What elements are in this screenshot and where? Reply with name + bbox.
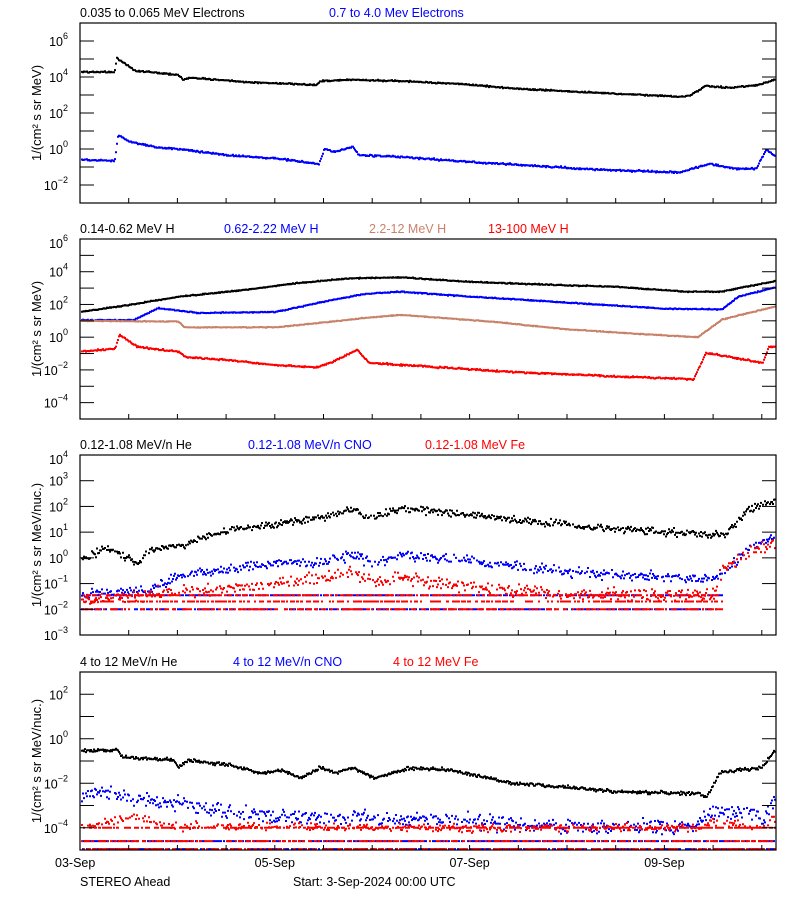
legend-label: 0.62-2.22 MeV H <box>224 222 319 236</box>
y-tick-label: 100 <box>49 729 68 747</box>
legend-label: 4 to 12 MeV Fe <box>393 655 479 669</box>
x-tick-label: 07-Sep <box>449 856 489 870</box>
y-tick-label: 100 <box>49 548 68 566</box>
y-axis-label: 1/(cm² s sr MeV/nuc.) <box>29 699 44 823</box>
y-tick-label: 10−3 <box>44 625 68 643</box>
series-points-1 <box>81 747 776 798</box>
y-tick-label: 10−2 <box>44 773 68 791</box>
y-tick-label: 10−2 <box>44 599 68 617</box>
y-tick-label: 10−1 <box>44 574 68 592</box>
y-axis-label: 1/(cm² s sr MeV) <box>29 65 44 161</box>
plot-frame <box>79 454 777 636</box>
x-axis-labels: 03-Sep 05-Sep 07-Sep 09-Sep <box>55 856 685 870</box>
panel-2: 0.14-0.62 MeV H 0.62-2.22 MeV H 2.2-12 MeV… <box>29 222 777 420</box>
y-tick-label: 101 <box>49 522 68 540</box>
series-points-2 <box>81 785 776 836</box>
y-tick-label: 106 <box>49 31 68 49</box>
plot-frame <box>79 22 777 204</box>
y-tick-label: 106 <box>49 233 68 251</box>
y-tick-label: 100 <box>49 139 68 157</box>
panel-3: 0.12-1.08 MeV/n He 0.12-1.08 MeV/n CNO 0.1… <box>29 438 777 643</box>
y-tick-label: 100 <box>49 327 68 345</box>
legend-label: 13-100 MeV H <box>488 222 569 236</box>
series-points-2 <box>81 286 776 322</box>
y-tick-label: 104 <box>49 449 68 467</box>
y-axis-label: 1/(cm² s sr MeV/nuc.) <box>29 483 44 607</box>
legend-label: 0.035 to 0.065 MeV Electrons <box>80 6 245 20</box>
legend-label: 0.12-1.08 MeV Fe <box>425 438 525 452</box>
series-points-3 <box>81 813 776 834</box>
panel-4: 4 to 12 MeV/n He 4 to 12 MeV/n CNO 4 to 12… <box>29 655 777 851</box>
panel-1: 0.035 to 0.065 MeV Electrons 0.7 to 4.0 M… <box>29 6 777 204</box>
legend-label: 4 to 12 MeV/n He <box>80 655 177 669</box>
series-points-1 <box>81 498 776 566</box>
legend-label: 0.12-1.08 MeV/n He <box>80 438 192 452</box>
x-tick-label: 05-Sep <box>255 856 295 870</box>
x-tick-label: 03-Sep <box>55 856 95 870</box>
y-tick-label: 10−2 <box>44 175 68 193</box>
legend-label: 4 to 12 MeV/n CNO <box>233 655 342 669</box>
y-tick-label: 102 <box>49 294 68 312</box>
plot-frame <box>79 238 777 420</box>
y-tick-label: 104 <box>49 67 68 85</box>
legend-label: 0.12-1.08 MeV/n CNO <box>248 438 372 452</box>
y-tick-label: 10−2 <box>44 360 68 378</box>
y-tick-label: 102 <box>49 103 68 121</box>
start-time-label: Start: 3-Sep-2024 00:00 UTC <box>293 875 456 889</box>
legend-label: 0.14-0.62 MeV H <box>80 222 175 236</box>
x-tick-label: 09-Sep <box>644 856 684 870</box>
series-points-2 <box>81 134 776 174</box>
y-tick-label: 102 <box>49 684 68 702</box>
legend-label: 0.7 to 4.0 Mev Electrons <box>329 6 464 20</box>
y-tick-label: 104 <box>49 262 68 280</box>
series-points-1 <box>81 56 776 98</box>
y-tick-label: 10−4 <box>44 818 68 836</box>
series-points-4 <box>81 333 776 381</box>
legend-label: 2.2-12 MeV H <box>369 222 446 236</box>
series-floor-points <box>82 594 723 611</box>
y-tick-label: 103 <box>49 471 68 489</box>
y-tick-label: 10−4 <box>44 393 68 411</box>
spacecraft-label: STEREO Ahead <box>80 875 170 889</box>
y-axis-label: 1/(cm² s sr MeV) <box>29 281 44 377</box>
y-tick-label: 102 <box>49 496 68 514</box>
